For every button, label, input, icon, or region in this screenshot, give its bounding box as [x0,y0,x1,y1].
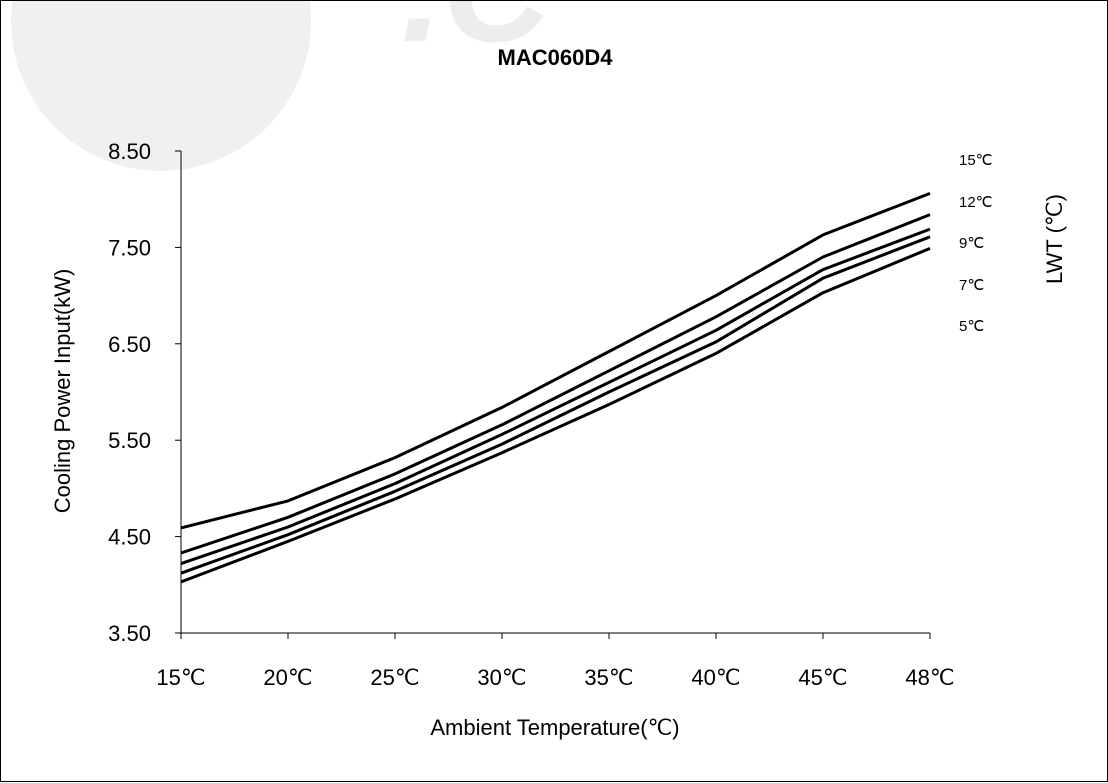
series-label: 15℃ [959,152,993,169]
series-label: 9℃ [959,235,984,252]
series-label: 5℃ [959,318,984,335]
x-tick-label: 48℃ [905,665,954,690]
x-axis: 15℃ 20℃ 25℃ 30℃ 35℃ 40℃ 45℃ 48℃ [156,632,955,690]
x-tick-label: 45℃ [798,665,847,690]
watermark: .C [11,1,554,171]
y-axis-title: Cooling Power Input(kW) [50,269,75,514]
series-line-4 [180,247,931,584]
legend-title: LWT (℃) [1042,194,1067,284]
y-tick-label: 3.50 [108,621,151,646]
x-tick-label: 20℃ [263,665,312,690]
x-axis-title: Ambient Temperature(℃) [430,715,679,740]
series-line-2 [180,227,931,566]
chart-title: MAC060D4 [498,45,614,70]
x-tick-label: 25℃ [370,665,419,690]
y-axis: 8.50 7.50 6.50 5.50 4.50 3.50 [108,139,182,646]
y-tick-label: 5.50 [108,428,151,453]
series-line-0 [180,192,931,530]
series-lines [180,192,931,584]
y-tick-label: 6.50 [108,332,151,357]
svg-text:.C: .C [401,1,554,73]
series-label: 12℃ [959,194,993,211]
x-tick-label: 15℃ [156,665,205,690]
y-tick-label: 4.50 [108,525,151,550]
x-tick-label: 35℃ [584,665,633,690]
series-label: 7℃ [959,277,984,294]
series-line-1 [180,213,931,555]
series-line-3 [180,235,931,575]
x-tick-label: 40℃ [691,665,740,690]
y-tick-label: 7.50 [108,235,151,260]
x-tick-label: 30℃ [477,665,526,690]
series-labels: 15℃ 12℃ 9℃ 7℃ 5℃ [959,152,993,335]
y-tick-label: 8.50 [108,139,151,164]
